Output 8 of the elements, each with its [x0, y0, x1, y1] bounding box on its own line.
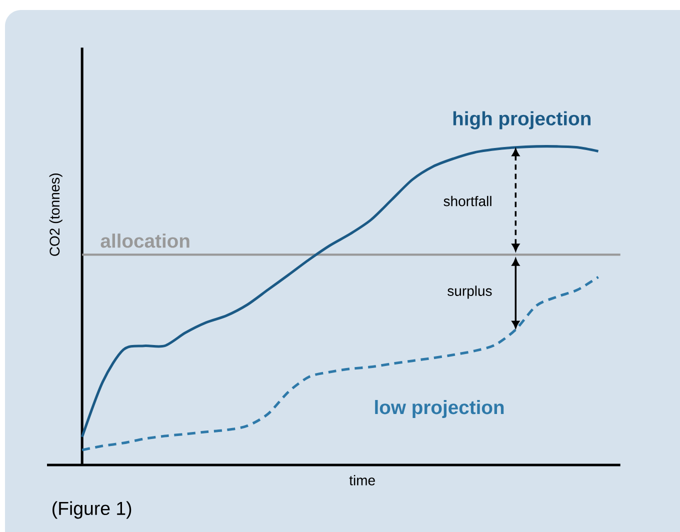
annotation: shortfall: [444, 196, 492, 206]
y-axis-title: CO2 (tonnes): [49, 173, 62, 256]
series-label: low projection: [375, 400, 504, 418]
x-axis-title: time: [349, 475, 375, 486]
ref-line-label: allocation: [100, 234, 190, 248]
series-label: high projection: [453, 111, 590, 130]
text: (Figure 1): [52, 501, 132, 519]
annotation: surplus: [448, 286, 492, 299]
